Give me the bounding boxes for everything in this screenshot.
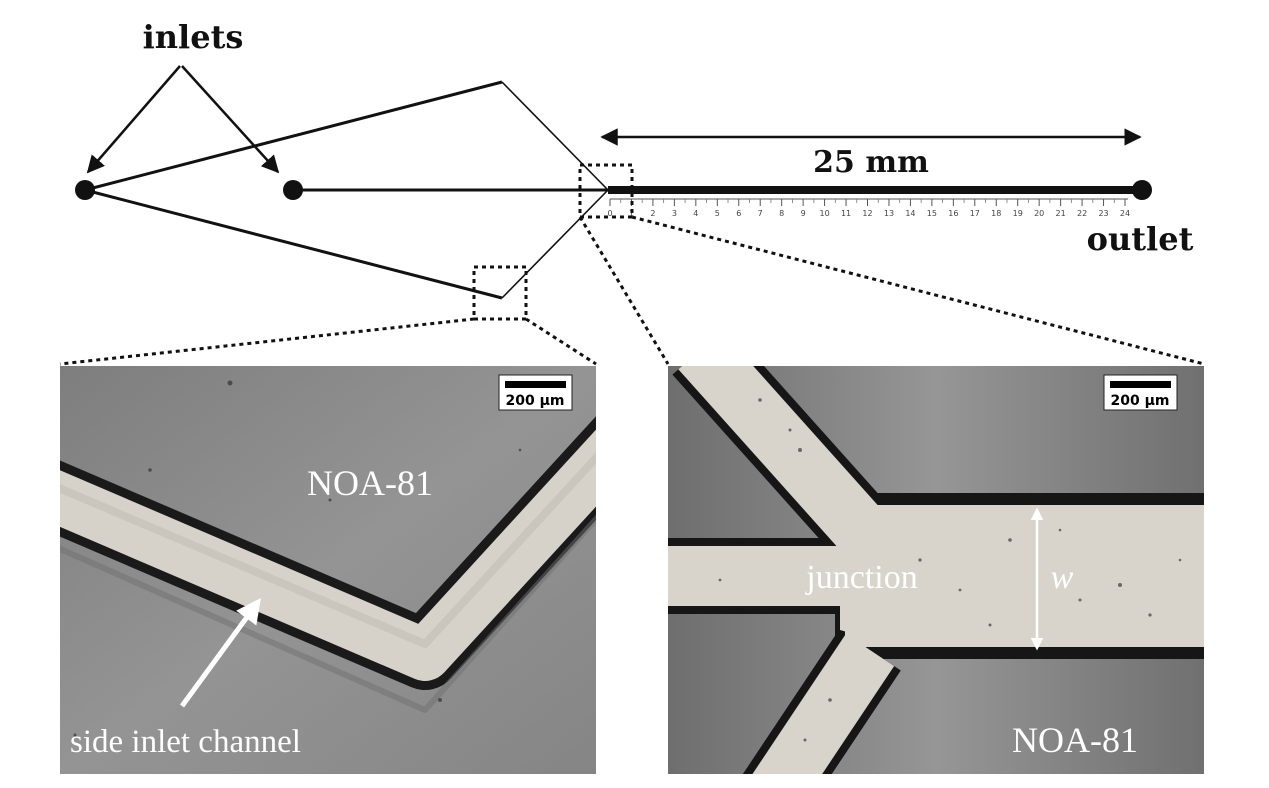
ruler-tick-label: 8 <box>779 209 784 218</box>
ruler-tick-label: 21 <box>1056 209 1066 218</box>
ruler-tick-label: 5 <box>715 209 720 218</box>
inlet-arrow-left <box>86 65 181 174</box>
upper-side-channel <box>501 81 609 191</box>
zoom-line <box>525 317 597 366</box>
central-inlet-port <box>283 180 303 200</box>
zoom-line <box>631 215 1205 366</box>
side-channel-zoom-box <box>472 265 528 321</box>
right-scale-bar: 200 µm <box>1103 374 1178 411</box>
ruler-tick-label: 14 <box>905 209 915 218</box>
ruler-tick-label: 0 <box>607 209 612 218</box>
ruler-tick-label: 22 <box>1077 209 1087 218</box>
ruler-tick-label: 6 <box>736 209 741 218</box>
upper-branch <box>84 80 503 192</box>
ruler-tick-label: 3 <box>672 209 677 218</box>
outlet-label: outlet <box>1087 220 1194 258</box>
ruler-tick-label: 4 <box>693 209 698 218</box>
width-label: w <box>1051 559 1074 596</box>
ruler-tick-label: 17 <box>970 209 980 218</box>
zoom-line <box>578 216 670 365</box>
ruler-tick-label: 12 <box>862 209 872 218</box>
left-inlet-port <box>75 180 95 200</box>
junction-zoom-box <box>578 163 634 219</box>
left-scale-bar-label: 200 µm <box>506 393 565 409</box>
ruler-tick-label: 9 <box>801 209 806 218</box>
ruler: 0 1 2 3 4 5 6 7 8 9 10 11 12 13 14 15 16 17 18 19 20 21 22 23 24 <box>607 198 1130 218</box>
side-inlet-channel-label: side inlet channel <box>70 724 301 760</box>
ruler-tick-label: 20 <box>1034 209 1044 218</box>
left-material-label: NOA-81 <box>307 463 433 503</box>
ruler-tick-label: 2 <box>650 209 655 218</box>
lower-branch <box>84 188 503 300</box>
ruler-ticks: 0 1 2 3 4 5 6 7 8 9 10 11 12 13 14 15 16 17 18 19 20 21 22 23 24 <box>607 199 1130 218</box>
ruler-tick-label: 11 <box>841 209 851 218</box>
lower-side-channel <box>501 189 609 299</box>
outlet-port <box>1132 180 1152 200</box>
inlet-arrow-right <box>181 65 280 174</box>
ruler-tick-label: 7 <box>758 209 763 218</box>
ruler-tick-label: 13 <box>884 209 894 218</box>
right-scale-bar-label: 200 µm <box>1111 393 1170 409</box>
ruler-tick-label: 19 <box>1013 209 1023 218</box>
zoom-line <box>59 317 475 366</box>
junction-label: junction <box>805 559 917 596</box>
ruler-tick-label: 18 <box>991 209 1001 218</box>
inlets-label: inlets <box>143 18 244 56</box>
ruler-tick-label: 1 <box>629 209 634 218</box>
length-label: 25 mm <box>813 145 929 180</box>
junction-micrograph: 200 µm junction w NOA-81 <box>668 366 1204 774</box>
ruler-tick-label: 23 <box>1098 209 1108 218</box>
side-inlet-micrograph: 200 µm NOA-81 side inlet channel <box>60 366 596 774</box>
ruler-tick-label: 15 <box>927 209 937 218</box>
ruler-tick-label: 16 <box>948 209 958 218</box>
device-schematic: 0 1 2 3 4 5 6 7 8 9 10 11 12 13 14 15 16 17 18 19 20 21 22 23 24… <box>59 18 1205 366</box>
channel-pointer-arrow <box>179 597 261 708</box>
left-scale-bar: 200 µm <box>498 374 573 411</box>
ruler-tick-label: 10 <box>819 209 829 218</box>
right-material-label: NOA-81 <box>1012 720 1138 760</box>
ruler-tick-label: 24 <box>1120 209 1130 218</box>
